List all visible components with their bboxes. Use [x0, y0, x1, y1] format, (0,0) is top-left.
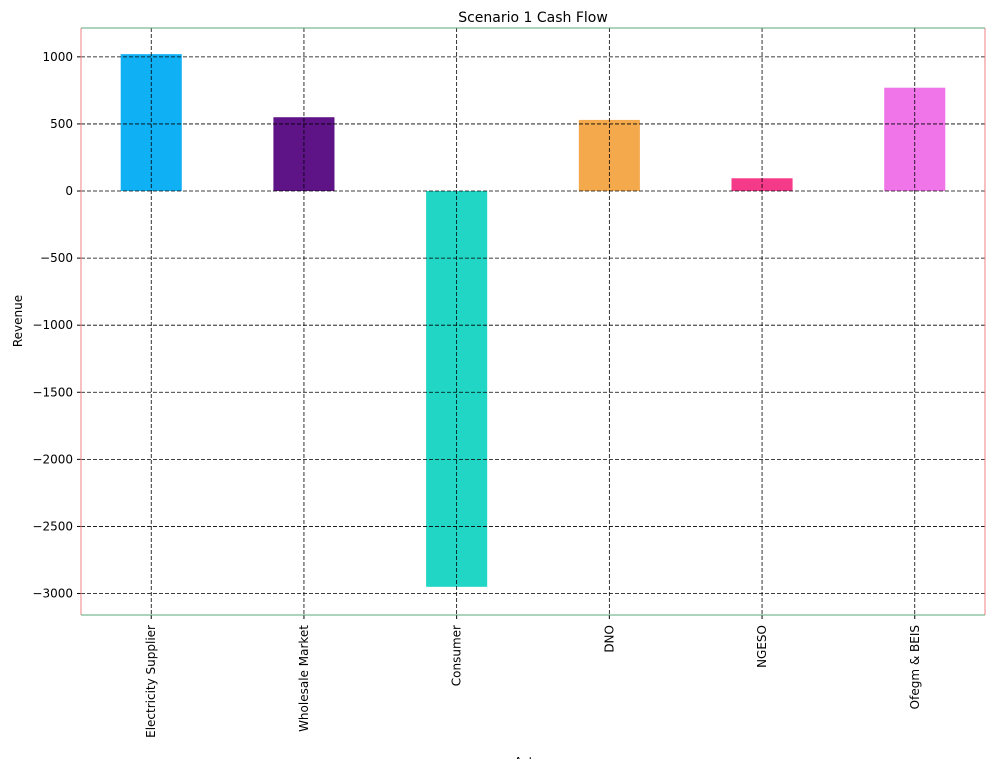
y-tick-label: −2500 [32, 519, 73, 533]
y-tick-label: −3000 [32, 587, 73, 601]
x-tick-label: Consumer [450, 625, 464, 686]
y-axis-label: Revenue [11, 295, 25, 347]
bar [120, 54, 182, 192]
chart-title: Scenario 1 Cash Flow [458, 10, 608, 26]
y-tick-label: −1000 [32, 318, 73, 332]
y-tick-label: −1500 [32, 385, 73, 399]
y-tick-label: 1000 [42, 50, 73, 64]
x-axis-label: Actors [514, 755, 552, 759]
x-tick-label: Wholesale Market [297, 625, 311, 732]
y-tick-label: 500 [50, 117, 73, 131]
x-tick-label: Ofegm & BEIS [908, 625, 922, 709]
x-tick-label: Electricity Supplier [144, 625, 158, 738]
y-tick-label: −500 [40, 251, 73, 265]
y-tick-label: 0 [65, 184, 73, 198]
x-tick-label: DNO [602, 625, 616, 653]
y-tick-label: −2000 [32, 452, 73, 466]
x-tick-label: NGESO [755, 625, 769, 668]
